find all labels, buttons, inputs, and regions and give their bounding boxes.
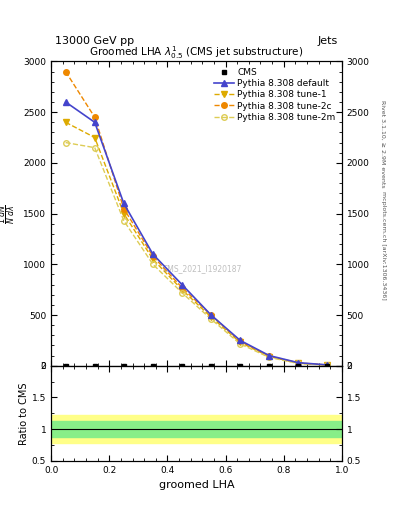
Pythia 8.308 tune-1 <box>325 362 330 368</box>
CMS <box>63 362 68 369</box>
Text: Jets: Jets <box>318 36 338 46</box>
Pythia 8.308 tune-2c <box>180 285 184 291</box>
Pythia 8.308 tune-2c <box>121 205 126 211</box>
Title: Groomed LHA $\lambda^{1}_{0.5}$ (CMS jet substructure): Groomed LHA $\lambda^{1}_{0.5}$ (CMS jet… <box>89 45 304 61</box>
CMS <box>267 362 272 369</box>
Pythia 8.308 tune-2m <box>151 261 155 267</box>
Pythia 8.308 default <box>296 359 301 366</box>
Pythia 8.308 tune-2c <box>209 312 213 318</box>
Pythia 8.308 tune-2m <box>267 354 272 360</box>
Pythia 8.308 tune-2c <box>151 253 155 259</box>
CMS <box>121 362 126 369</box>
Pythia 8.308 default <box>209 312 213 318</box>
Text: mcplots.cern.ch [arXiv:1306.3436]: mcplots.cern.ch [arXiv:1306.3436] <box>381 191 386 300</box>
CMS <box>180 362 184 369</box>
Line: CMS: CMS <box>63 364 330 368</box>
CMS <box>209 362 213 369</box>
Pythia 8.308 tune-1 <box>238 339 242 346</box>
Pythia 8.308 tune-2m <box>296 360 301 367</box>
Pythia 8.308 tune-2m <box>209 316 213 322</box>
Line: Pythia 8.308 default: Pythia 8.308 default <box>63 99 330 368</box>
CMS <box>238 362 242 369</box>
Pythia 8.308 tune-1 <box>296 360 301 366</box>
Pythia 8.308 default <box>180 282 184 288</box>
Pythia 8.308 tune-1 <box>267 353 272 359</box>
Pythia 8.308 tune-2m <box>121 218 126 224</box>
Legend: CMS, Pythia 8.308 default, Pythia 8.308 tune-1, Pythia 8.308 tune-2c, Pythia 8.3: CMS, Pythia 8.308 default, Pythia 8.308 … <box>212 66 338 123</box>
Line: Pythia 8.308 tune-2m: Pythia 8.308 tune-2m <box>63 140 330 368</box>
Text: CMS_2021_I1920187: CMS_2021_I1920187 <box>163 264 242 273</box>
Pythia 8.308 default <box>92 119 97 125</box>
Pythia 8.308 tune-1 <box>63 119 68 125</box>
CMS <box>325 362 330 369</box>
Pythia 8.308 default <box>63 99 68 105</box>
Line: Pythia 8.308 tune-1: Pythia 8.308 tune-1 <box>63 119 330 368</box>
Bar <box>51 421 342 437</box>
Pythia 8.308 tune-2c <box>238 338 242 345</box>
Pythia 8.308 tune-2m <box>63 139 68 145</box>
Pythia 8.308 tune-2m <box>325 362 330 368</box>
Pythia 8.308 tune-1 <box>151 256 155 262</box>
Text: Rivet 3.1.10, ≥ 2.9M events: Rivet 3.1.10, ≥ 2.9M events <box>381 99 386 187</box>
Pythia 8.308 default <box>238 337 242 344</box>
Pythia 8.308 tune-1 <box>121 210 126 217</box>
Pythia 8.308 default <box>121 200 126 206</box>
CMS <box>151 362 155 369</box>
Pythia 8.308 default <box>325 362 330 368</box>
Pythia 8.308 tune-1 <box>180 287 184 293</box>
X-axis label: groomed LHA: groomed LHA <box>159 480 234 490</box>
Pythia 8.308 tune-2m <box>180 290 184 296</box>
Pythia 8.308 tune-2c <box>63 69 68 75</box>
Line: Pythia 8.308 tune-2c: Pythia 8.308 tune-2c <box>63 69 330 368</box>
Pythia 8.308 default <box>267 352 272 358</box>
Pythia 8.308 tune-2c <box>325 362 330 368</box>
Pythia 8.308 tune-1 <box>209 314 213 320</box>
Pythia 8.308 default <box>151 251 155 257</box>
CMS <box>92 362 97 369</box>
Pythia 8.308 tune-2m <box>238 341 242 347</box>
Pythia 8.308 tune-1 <box>92 135 97 141</box>
Pythia 8.308 tune-2m <box>92 144 97 151</box>
Pythia 8.308 tune-2c <box>296 360 301 366</box>
Bar <box>51 415 342 443</box>
Y-axis label: Ratio to CMS: Ratio to CMS <box>19 382 29 444</box>
Text: 13000 GeV pp: 13000 GeV pp <box>55 36 134 46</box>
Y-axis label: $\frac{1}{N}\frac{dN}{d\lambda}$: $\frac{1}{N}\frac{dN}{d\lambda}$ <box>0 204 18 224</box>
Pythia 8.308 tune-2c <box>92 114 97 120</box>
Pythia 8.308 tune-2c <box>267 353 272 359</box>
CMS <box>296 362 301 369</box>
